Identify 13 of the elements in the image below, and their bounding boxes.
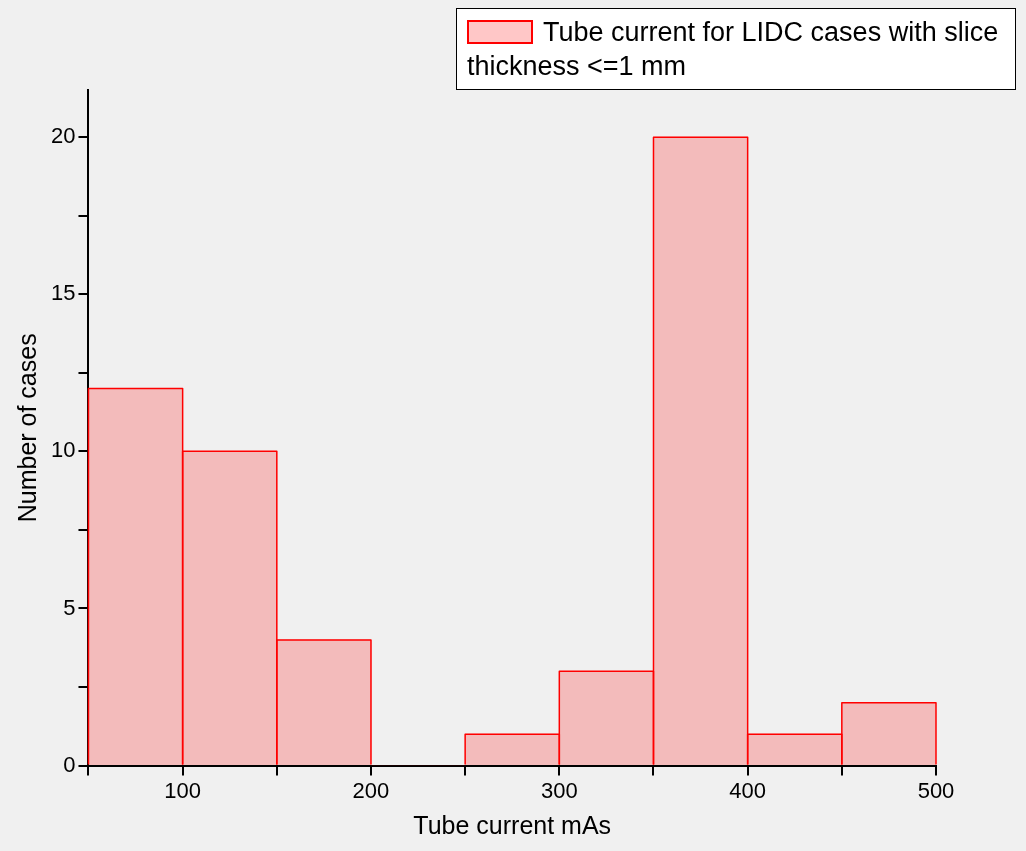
x-tick-label: 500 — [917, 777, 955, 803]
y-tick-label: 10 — [50, 437, 76, 463]
y-tick-label: 15 — [50, 280, 76, 306]
x-tick-label: 400 — [729, 777, 767, 803]
y-tick-label: 0 — [63, 751, 76, 777]
legend-label: Tube current for LIDC cases with slice thickness <=1 mm — [467, 17, 999, 81]
x-tick-label: 200 — [352, 777, 390, 803]
x-tick-label: 100 — [164, 777, 201, 803]
x-axis-title: Tube current mAs — [413, 810, 612, 839]
y-tick-label: 5 — [63, 594, 76, 620]
y-tick-label: 20 — [50, 123, 76, 149]
x-tick-label: 300 — [540, 777, 578, 803]
y-axis-title: Number of cases — [12, 333, 41, 523]
